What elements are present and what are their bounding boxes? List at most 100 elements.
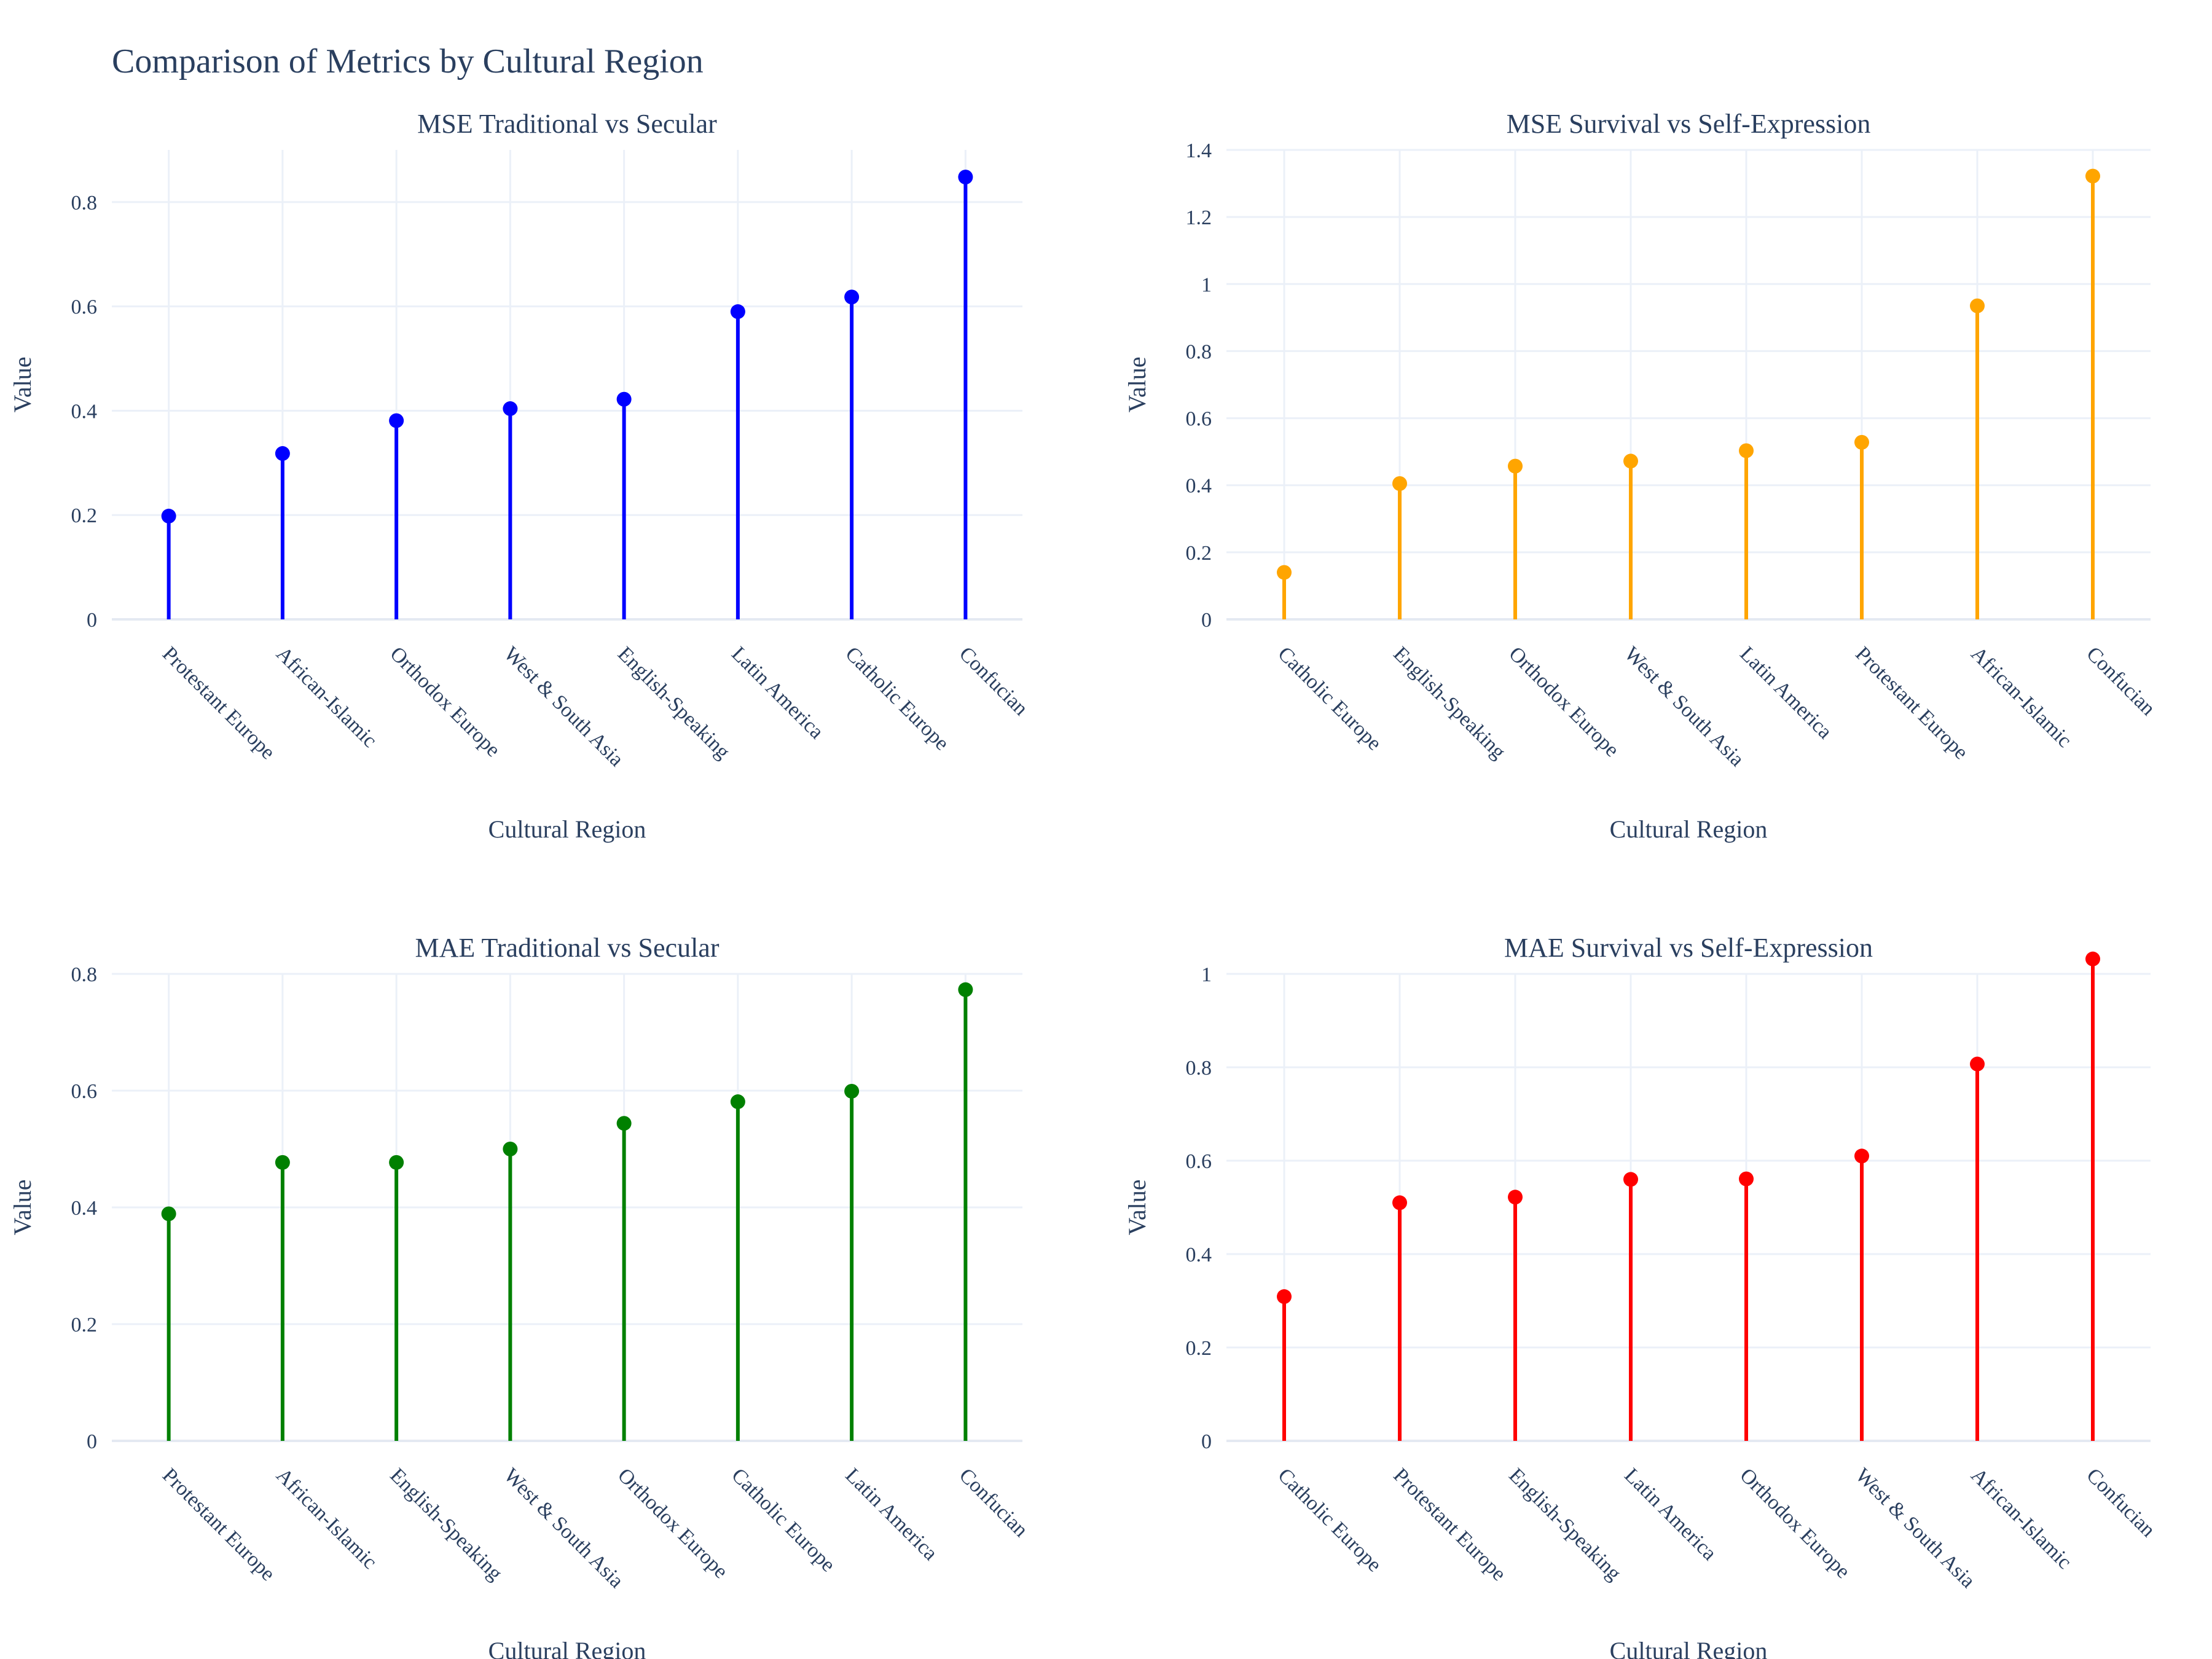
data-point[interactable] (1508, 1190, 1523, 1205)
data-point[interactable] (1623, 1172, 1638, 1187)
subplot-2: 0 0.2 0.4 0.6 0.8 1 1.2 1.4 Catholic Europe Engli… (1123, 109, 2160, 843)
y-tick-label: 1.2 (1186, 206, 1212, 229)
x-axis-label: Cultural Region (1610, 1637, 1768, 1659)
x-axis-label: Cultural Region (1610, 815, 1768, 843)
data-point[interactable] (1392, 1195, 1407, 1210)
x-axis-label: Cultural Region (488, 815, 646, 843)
y-tick-label: 0.8 (71, 192, 98, 214)
data-point[interactable] (161, 1206, 176, 1222)
x-tick-label: Confucian (2082, 1464, 2159, 1541)
x-tick-label: African-Islamic (272, 642, 381, 751)
x-tick-label: Latin America (841, 1464, 941, 1564)
x-tick-label: Orthodox Europe (1735, 1464, 1854, 1583)
data-point[interactable] (1508, 458, 1523, 474)
y-tick-label: 0 (87, 609, 97, 632)
data-point[interactable] (503, 401, 518, 417)
x-tick-label: Catholic Europe (1273, 1464, 1386, 1576)
y-tick-label: 0 (1201, 1430, 1212, 1453)
data-point[interactable] (389, 1155, 404, 1170)
y-tick-label: 0.8 (1186, 1057, 1212, 1080)
data-point[interactable] (844, 1083, 860, 1099)
x-tick-label: Catholic Europe (727, 1464, 839, 1576)
subplot-title: MAE Traditional vs Secular (415, 933, 720, 963)
data-point[interactable] (958, 982, 973, 997)
data-point[interactable] (389, 413, 404, 428)
x-tick-label: Confucian (955, 1464, 1032, 1541)
data-point[interactable] (844, 289, 860, 305)
x-tick-label: West & South Asia (500, 1464, 628, 1592)
data-point[interactable] (1970, 1056, 1985, 1072)
y-tick-label: 0.6 (1186, 408, 1212, 431)
data-point[interactable] (275, 446, 290, 461)
x-tick-label: Confucian (2082, 642, 2159, 720)
data-point[interactable] (1739, 1171, 1754, 1186)
data-point[interactable] (1970, 298, 1985, 313)
x-tick-label: English-Speaking (1504, 1464, 1625, 1585)
x-tick-label: Confucian (955, 642, 1032, 720)
x-tick-label: English-Speaking (1389, 642, 1510, 763)
y-axis-label: Value (1123, 356, 1151, 412)
y-tick-label: 0.6 (71, 1080, 98, 1103)
y-tick-label: 0.6 (71, 296, 98, 319)
subplot-4: 0 0.2 0.4 0.6 0.8 1 Catholic Europe Protestant … (1123, 933, 2160, 1659)
y-tick-label: 0.8 (71, 963, 98, 986)
subplot-title: MSE Survival vs Self-Expression (1507, 109, 1871, 139)
x-tick-label: West & South Asia (1620, 642, 1748, 771)
subplot-1: 0 0.2 0.4 0.6 0.8 Protestant EuropeAfrican-Is… (9, 109, 1032, 843)
data-point[interactable] (616, 391, 632, 407)
data-point[interactable] (1392, 476, 1407, 491)
x-tick-label: Latin America (1735, 642, 1836, 743)
y-tick-label: 0.4 (71, 400, 98, 423)
data-point[interactable] (730, 304, 745, 320)
x-tick-label: Protestant Europe (1851, 642, 1972, 764)
x-tick-label: Catholic Europe (1273, 642, 1386, 755)
data-point[interactable] (958, 170, 973, 185)
y-tick-label: 0.2 (71, 504, 98, 527)
data-point[interactable] (730, 1094, 745, 1110)
data-point[interactable] (275, 1155, 290, 1170)
data-point[interactable] (1854, 1148, 1869, 1164)
x-tick-label: African-Islamic (1966, 1464, 2076, 1573)
data-point[interactable] (2085, 168, 2100, 184)
x-tick-label: Orthodox Europe (1504, 642, 1623, 761)
y-tick-label: 0.2 (1186, 1337, 1212, 1360)
y-tick-label: 0.2 (1186, 542, 1212, 565)
y-tick-label: 0 (87, 1430, 97, 1453)
x-tick-label: Protestant Europe (158, 642, 280, 764)
x-tick-label: Protestant Europe (158, 1464, 280, 1585)
y-tick-label: 1.4 (1186, 139, 1212, 162)
x-tick-label: West & South Asia (500, 642, 628, 771)
y-tick-label: 0 (1201, 609, 1212, 632)
x-tick-label: Orthodox Europe (613, 1464, 732, 1583)
data-point[interactable] (1854, 434, 1869, 450)
x-tick-label: Latin America (1620, 1464, 1720, 1564)
y-axis-label: Value (9, 1179, 36, 1235)
data-point[interactable] (1277, 1289, 1292, 1304)
x-tick-label: English-Speaking (613, 642, 734, 763)
subplot-title: MAE Survival vs Self-Expression (1504, 933, 1873, 963)
y-tick-label: 1 (1201, 963, 1212, 986)
x-tick-label: African-Islamic (1966, 642, 2076, 751)
y-tick-label: 0.4 (1186, 1244, 1212, 1266)
figure-title: Comparison of Metrics by Cultural Region (112, 42, 704, 80)
data-point[interactable] (2085, 951, 2100, 967)
y-tick-label: 0.4 (71, 1197, 98, 1220)
x-tick-label: Protestant Europe (1389, 1464, 1510, 1585)
subplot-3: 0 0.2 0.4 0.6 0.8 Protestant EuropeAfrican-Is… (9, 933, 1032, 1659)
y-tick-label: 0.8 (1186, 340, 1212, 363)
y-axis-label: Value (1123, 1179, 1151, 1235)
x-tick-label: Catholic Europe (841, 642, 953, 755)
data-point[interactable] (1277, 565, 1292, 580)
x-tick-label: English-Speaking (385, 1464, 506, 1585)
x-tick-label: Latin America (727, 642, 828, 743)
data-point[interactable] (503, 1142, 518, 1156)
y-tick-label: 0.6 (1186, 1150, 1212, 1173)
y-tick-label: 0.2 (71, 1314, 98, 1336)
data-point[interactable] (1739, 443, 1754, 458)
y-axis-label: Value (9, 356, 36, 412)
x-tick-label: Orthodox Europe (385, 642, 504, 761)
data-point[interactable] (616, 1116, 632, 1131)
data-point[interactable] (1623, 453, 1638, 469)
data-point[interactable] (161, 508, 176, 524)
